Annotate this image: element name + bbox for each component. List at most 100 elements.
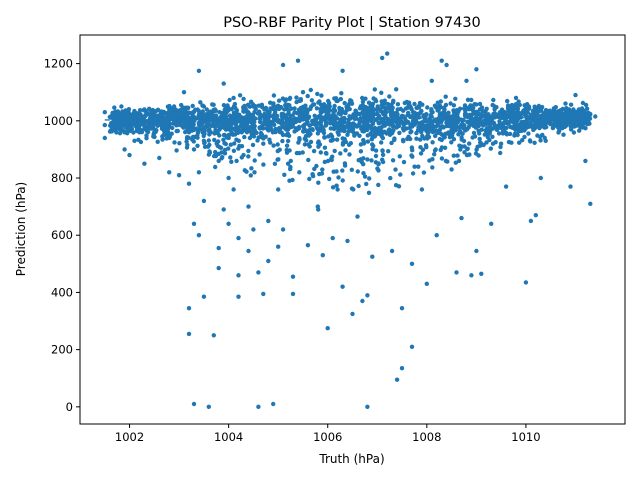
- scatter-point: [539, 104, 545, 110]
- scatter-point: [436, 107, 441, 112]
- scatter-point: [145, 112, 150, 117]
- scatter-point: [319, 93, 324, 98]
- scatter-point: [517, 140, 522, 145]
- scatter-point: [537, 125, 542, 130]
- scatter-point: [468, 114, 474, 120]
- scatter-point: [245, 112, 250, 118]
- scatter-point: [476, 153, 481, 158]
- scatter-point: [241, 96, 246, 102]
- scatter-point: [522, 128, 527, 133]
- scatter-point: [420, 147, 426, 152]
- scatter-point: [412, 121, 418, 127]
- scatter-point: [222, 141, 227, 146]
- scatter-point: [130, 111, 136, 117]
- scatter-point: [226, 132, 231, 138]
- scatter-point: [319, 107, 324, 112]
- scatter-point: [365, 293, 370, 298]
- scatter-point: [273, 109, 278, 115]
- scatter-point: [236, 138, 241, 143]
- scatter-point: [387, 120, 392, 126]
- scatter-point: [387, 94, 392, 99]
- scatter-point: [370, 142, 375, 147]
- scatter-point: [409, 114, 415, 119]
- scatter-point: [206, 404, 211, 409]
- scatter-point: [507, 131, 513, 137]
- scatter-point: [274, 104, 279, 110]
- scatter-point: [407, 103, 413, 109]
- scatter-point: [305, 243, 311, 248]
- scatter-point: [453, 96, 458, 102]
- scatter-point: [261, 162, 266, 167]
- scatter-point: [516, 99, 521, 104]
- scatter-point: [496, 131, 502, 136]
- scatter-point: [141, 116, 146, 122]
- plot-area-frame: [79, 34, 626, 425]
- scatter-point: [489, 221, 494, 226]
- scatter-point: [443, 94, 448, 99]
- scatter-point: [385, 101, 391, 107]
- scatter-point: [152, 110, 157, 115]
- scatter-point: [394, 377, 400, 382]
- scatter-point: [571, 111, 576, 117]
- scatter-point: [488, 127, 493, 132]
- scatter-point: [235, 130, 241, 135]
- scatter-point: [381, 122, 386, 127]
- scatter-point: [222, 151, 228, 156]
- scatter-point: [201, 198, 207, 204]
- scatter-point: [430, 140, 435, 145]
- scatter-point: [364, 181, 369, 187]
- scatter-point: [267, 137, 272, 142]
- scatter-point: [445, 159, 450, 164]
- scatter-point: [556, 125, 561, 130]
- scatter-point: [507, 119, 512, 125]
- scatter-point: [320, 115, 325, 121]
- scatter-point: [336, 132, 341, 137]
- scatter-point: [292, 106, 297, 111]
- scatter-point: [340, 68, 345, 74]
- scatter-point: [222, 147, 228, 153]
- scatter-point: [117, 112, 122, 118]
- scatter-point: [347, 114, 352, 119]
- scatter-point: [256, 404, 261, 409]
- scatter-point: [357, 106, 363, 111]
- scatter-point: [357, 123, 362, 128]
- scatter-point: [251, 227, 256, 232]
- y-axis-label: Prediction (hPa): [14, 182, 28, 276]
- scatter-point: [414, 136, 419, 141]
- scatter-point: [523, 280, 529, 285]
- scatter-point: [137, 130, 142, 135]
- scatter-point: [360, 298, 365, 304]
- scatter-point: [252, 170, 257, 175]
- scatter-point: [385, 51, 390, 56]
- scatter-point: [361, 171, 366, 176]
- scatter-point: [497, 119, 502, 124]
- scatter-point: [186, 331, 192, 337]
- scatter-point: [298, 105, 303, 111]
- scatter-point: [227, 97, 232, 103]
- scatter-point: [286, 127, 291, 132]
- scatter-point: [471, 105, 476, 111]
- x-axis-label: Truth (hPa): [318, 452, 384, 466]
- scatter-point: [340, 284, 345, 289]
- scatter-point: [244, 122, 250, 127]
- scatter-point: [177, 141, 182, 146]
- scatter-point: [453, 160, 458, 165]
- scatter-point: [305, 119, 310, 125]
- scatter-point: [297, 170, 302, 175]
- scatter-point: [323, 122, 329, 128]
- scatter-point: [223, 123, 228, 129]
- scatter-point: [419, 129, 424, 135]
- scatter-point: [151, 134, 156, 139]
- scatter-point: [366, 100, 372, 105]
- scatter-point: [216, 158, 221, 164]
- scatter-point: [305, 93, 310, 99]
- scatter-point: [421, 170, 427, 175]
- scatter-point: [186, 135, 191, 140]
- scatter-point: [418, 137, 423, 142]
- scatter-point: [197, 123, 202, 128]
- scatter-point: [338, 118, 344, 124]
- scatter-point: [417, 111, 422, 116]
- scatter-point: [481, 118, 486, 124]
